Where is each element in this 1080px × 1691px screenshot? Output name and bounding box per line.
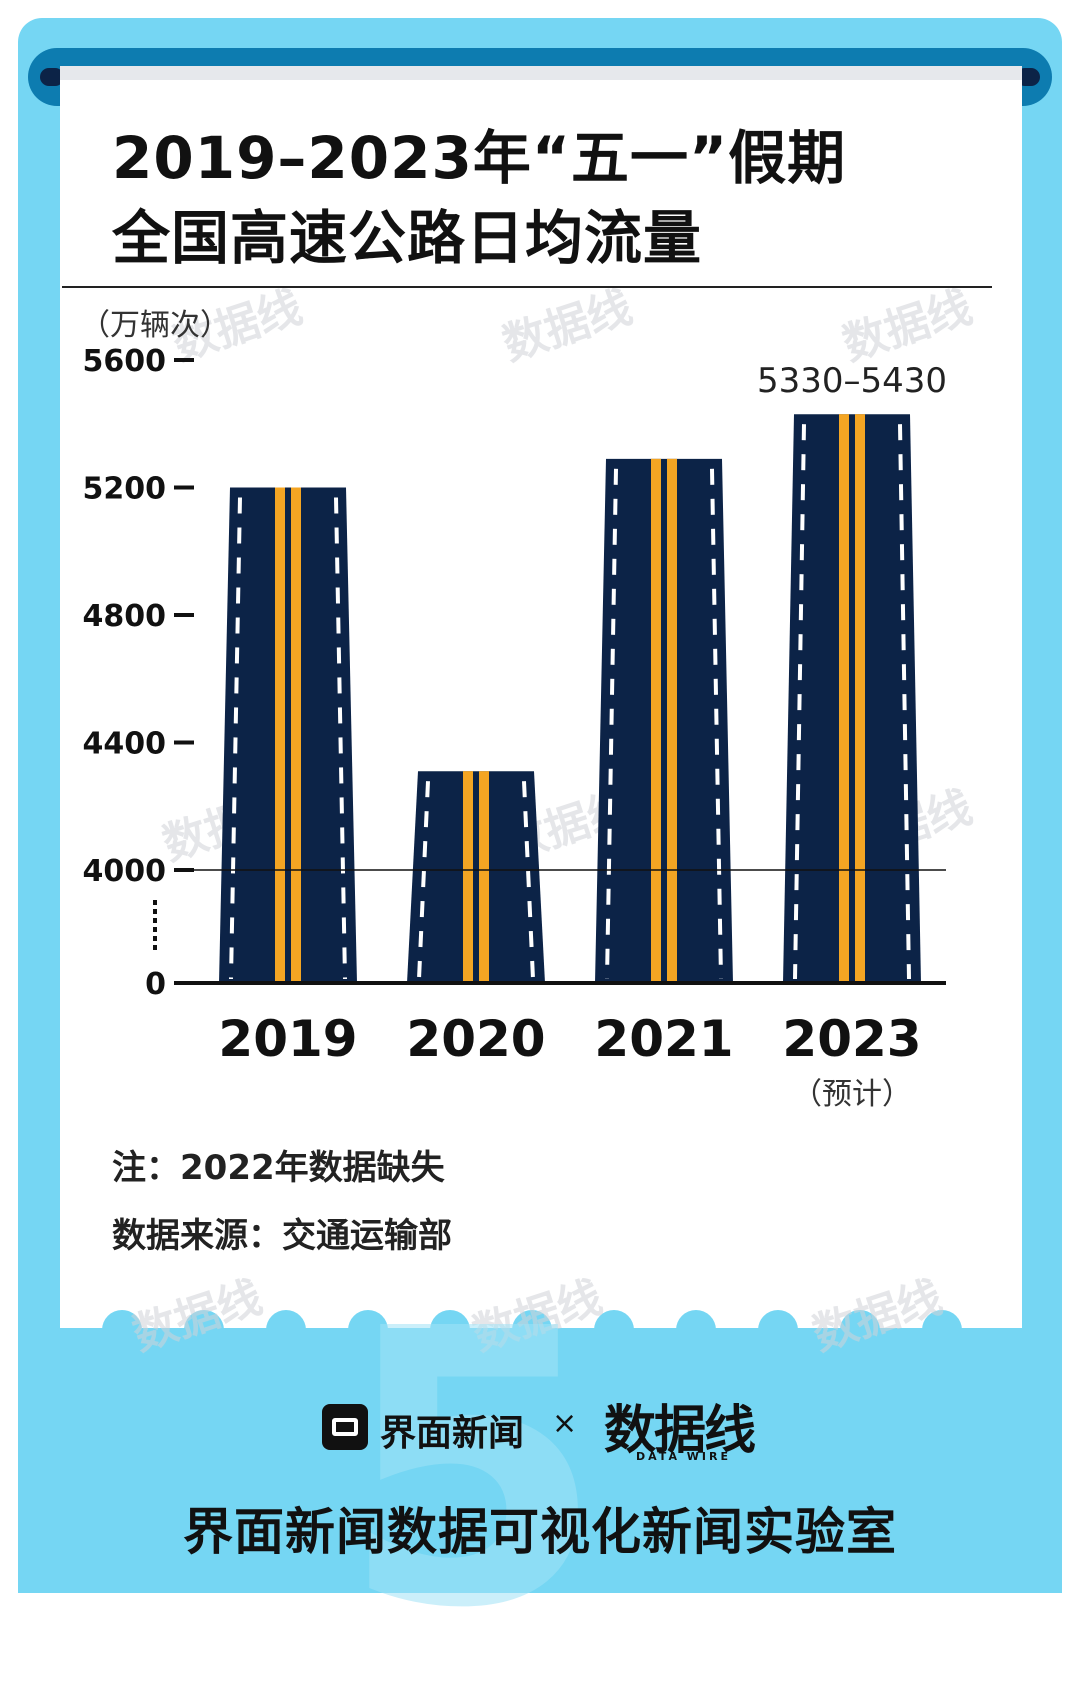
data-source: 数据来源：交通运输部 (112, 1216, 452, 1256)
bar-lane-marker (710, 468, 723, 980)
bar-2021 (595, 458, 733, 983)
bar-center-line (291, 487, 301, 983)
bar-lane-marker (793, 424, 806, 980)
paper-shadow (60, 66, 1022, 80)
footer-lab-name: 界面新闻数据可视化新闻实验室 (183, 1503, 897, 1561)
x-tick-label: 2019 (218, 1010, 357, 1068)
brand-times: × (552, 1406, 578, 1441)
bar-lane-marker (229, 497, 242, 980)
axis-break-dot (153, 918, 157, 923)
bar-lane-marker (334, 497, 347, 980)
x-tick-label: 2020 (406, 1010, 545, 1068)
brand-row: 界面新闻 × 数据线 DATA WIRE (0, 1390, 1080, 1470)
bar-chart: 0 4000 4400 4800 5200 5600 2019 2020 2021 2023 （预计… (83, 344, 948, 1112)
data-wire-logo: 数据线 (604, 1400, 756, 1461)
missing-data-note: 注：2022年数据缺失 (112, 1148, 445, 1188)
axis-break-dot (153, 945, 157, 950)
bar-lane-marker (605, 468, 618, 980)
y-tick-label: 4800 (83, 599, 167, 634)
background-five-glyph: 5 (340, 1248, 605, 1691)
bar-2019 (219, 487, 357, 983)
y-tick-label: 4400 (83, 727, 167, 762)
bar-center-line (479, 771, 489, 983)
data-wire-sub: DATA WIRE (636, 1450, 731, 1463)
bar-center-line (855, 414, 865, 983)
data-label-2023: 5330–5430 (757, 361, 947, 401)
axis-break-dot (153, 936, 157, 941)
bar-center-line (667, 458, 677, 983)
y-tick-label: 5600 (83, 344, 167, 379)
bar-2023 (783, 414, 921, 983)
bar-lane-marker (417, 781, 430, 980)
bar-center-line (839, 414, 849, 983)
bar-center-line (275, 487, 285, 983)
brand-name: 界面新闻 (380, 1413, 525, 1454)
title-line-1: 2019–2023年“五一”假期 (112, 124, 847, 192)
x-tick-label: 2021 (594, 1010, 733, 1068)
y-tick-label: 0 (145, 967, 166, 1002)
y-axis-unit: （万辆次） (80, 308, 230, 343)
bar-lane-marker (522, 781, 535, 980)
axis-break-dot (153, 927, 157, 932)
x-tick-label: 2023 (782, 1010, 921, 1068)
x-tick-note: （预计） (792, 1077, 912, 1112)
bar-center-line (651, 458, 661, 983)
title-divider (62, 286, 992, 288)
title-line-2: 全国高速公路日均流量 (112, 204, 703, 272)
chart-title: 2019–2023年“五一”假期 全国高速公路日均流量 (112, 118, 1012, 278)
bar-lane-marker (898, 424, 911, 980)
y-tick-label: 4000 (83, 854, 167, 889)
bar-center-line (463, 771, 473, 983)
paper-scallop-edge (60, 1310, 1022, 1350)
axis-break-dot (153, 900, 157, 905)
y-tick-label: 5200 (83, 472, 167, 507)
jiemian-logo-icon (322, 1404, 368, 1450)
axis-break-dot (153, 909, 157, 914)
bar-2020 (407, 771, 545, 983)
